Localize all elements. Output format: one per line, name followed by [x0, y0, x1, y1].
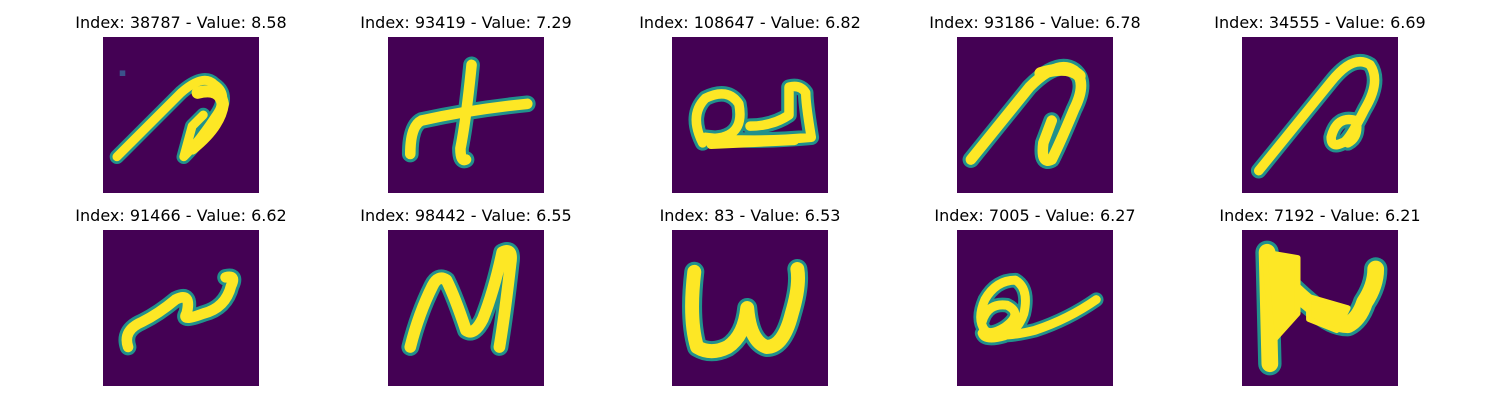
digit-image [103, 230, 259, 386]
panel-title: Index: 7192 - Value: 6.21 [1219, 206, 1421, 225]
digit-image [672, 37, 828, 193]
panel-title: Index: 98442 - Value: 6.55 [360, 206, 572, 225]
digit-image [103, 37, 259, 193]
digit-image [672, 230, 828, 386]
digit-image [388, 230, 544, 386]
digit-image [957, 230, 1113, 386]
digit-image [1242, 37, 1398, 193]
panel-title: Index: 38787 - Value: 8.58 [75, 13, 287, 32]
panel-title: Index: 93186 - Value: 6.78 [929, 13, 1141, 32]
panel-title: Index: 108647 - Value: 6.82 [639, 13, 861, 32]
digit-image [1242, 230, 1398, 386]
panel-title: Index: 91466 - Value: 6.62 [75, 206, 287, 225]
panel-title: Index: 34555 - Value: 6.69 [1214, 13, 1426, 32]
panel-title: Index: 93419 - Value: 7.29 [360, 13, 572, 32]
digit-image [957, 37, 1113, 193]
digit-image [388, 37, 544, 193]
panel-title: Index: 83 - Value: 6.53 [659, 206, 841, 225]
panel-title: Index: 7005 - Value: 6.27 [934, 206, 1136, 225]
